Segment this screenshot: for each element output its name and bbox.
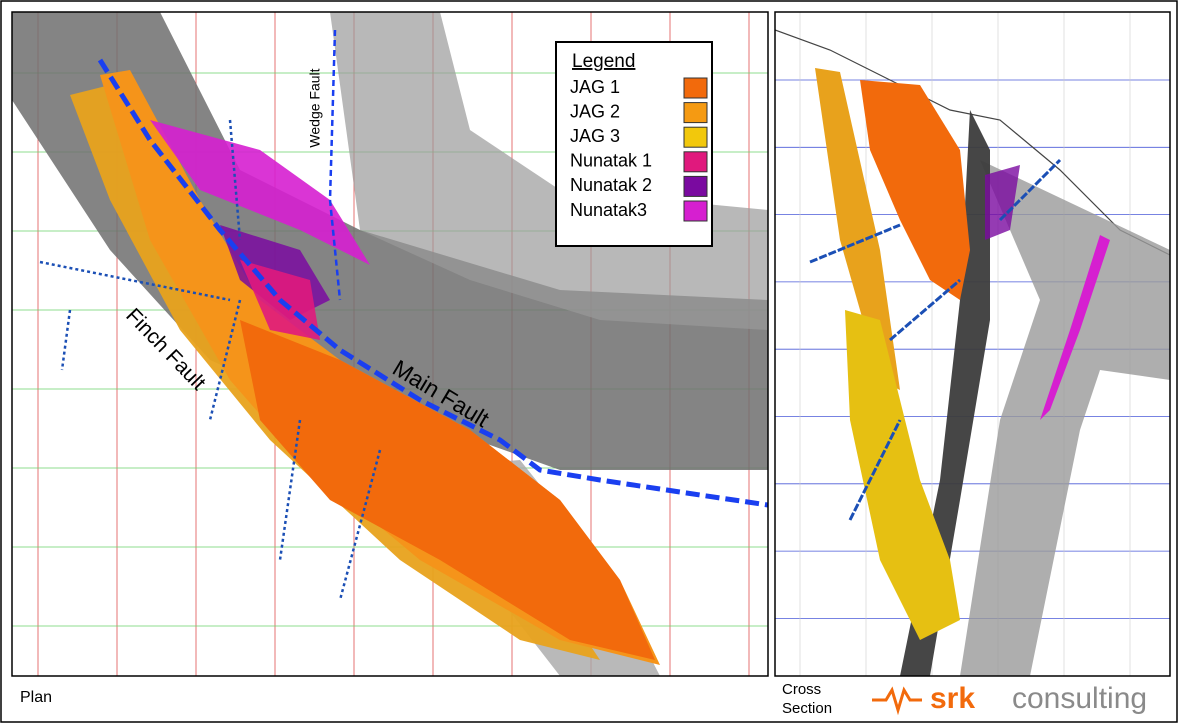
- legend-swatch: [684, 127, 707, 147]
- panel-label: Cross: [782, 681, 821, 698]
- logo-text: consulting: [1012, 682, 1147, 715]
- panel-label: Section: [782, 700, 832, 717]
- legend-swatch: [684, 201, 707, 221]
- legend-label: JAG 3: [570, 126, 620, 146]
- figure: Finch Fault Main Fault Wedge Fault Legen…: [0, 0, 1178, 723]
- cross-section-view: [775, 12, 1170, 676]
- legend-swatch: [684, 176, 707, 196]
- legend: Legend JAG 1 JAG 2 JAG 3 Nunatak 1 Nunatak 2…: [556, 42, 712, 246]
- legend-label: Nunatak 2: [570, 175, 652, 195]
- fault-label: Wedge Fault: [307, 68, 323, 147]
- legend-swatch: [684, 103, 707, 123]
- logo-brand: srk: [930, 682, 975, 715]
- legend-label: JAG 1: [570, 77, 620, 97]
- legend-label: JAG 2: [570, 101, 620, 121]
- legend-label: Nunatak3: [570, 200, 647, 220]
- legend-title: Legend: [572, 51, 635, 72]
- legend-label: Nunatak 1: [570, 151, 652, 171]
- legend-swatch: [684, 78, 707, 98]
- legend-swatch: [684, 152, 707, 172]
- panel-label: Plan: [20, 689, 52, 706]
